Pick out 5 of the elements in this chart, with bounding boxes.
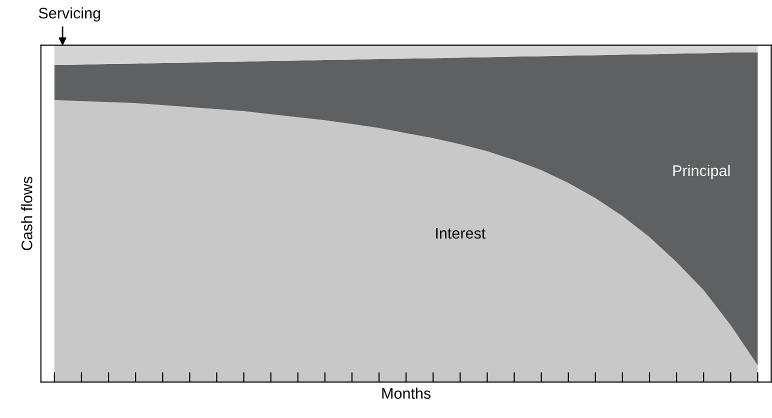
y-axis-title: Cash flows xyxy=(21,176,32,250)
series-label: Principal xyxy=(673,164,730,180)
x-axis-title: Months xyxy=(382,388,431,399)
series-label: Servicing xyxy=(38,7,100,22)
series-label: Interest xyxy=(436,228,486,239)
